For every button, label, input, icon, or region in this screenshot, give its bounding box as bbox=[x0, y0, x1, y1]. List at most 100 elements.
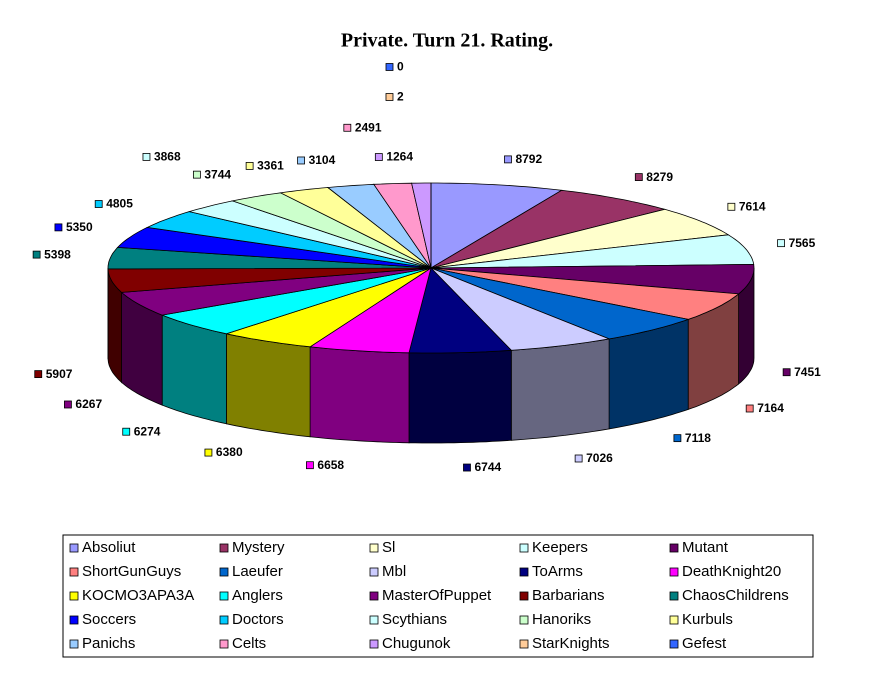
label-key bbox=[245, 162, 254, 170]
slice bbox=[224, 267, 432, 348]
legend-key bbox=[519, 543, 529, 553]
legend-key bbox=[369, 591, 379, 601]
legend-key bbox=[219, 591, 229, 601]
legend-label: Mbl bbox=[382, 563, 406, 580]
slice-side bbox=[408, 349, 512, 444]
legend-label: Mystery bbox=[232, 539, 285, 556]
legend-label: Kurbuls bbox=[682, 611, 733, 628]
data-label: 7565 bbox=[789, 236, 816, 250]
legend-key bbox=[219, 543, 229, 553]
legend-key bbox=[519, 615, 529, 625]
data-label: 6274 bbox=[134, 424, 161, 438]
label-key bbox=[94, 200, 103, 208]
data-label: 3744 bbox=[204, 167, 231, 181]
legend-label: MasterOfPuppet bbox=[382, 587, 492, 604]
label-key bbox=[634, 173, 643, 181]
data-label: 7118 bbox=[685, 431, 711, 445]
legend-key bbox=[369, 615, 379, 625]
label-key bbox=[306, 461, 314, 470]
data-label: 6267 bbox=[75, 397, 102, 411]
label-key bbox=[32, 250, 41, 259]
legend-key bbox=[669, 567, 679, 577]
chart-title: Private. Turn 21. Rating. bbox=[341, 30, 553, 52]
label-key bbox=[64, 400, 72, 409]
data-label: 7026 bbox=[586, 451, 613, 465]
slice bbox=[230, 192, 432, 269]
label-key bbox=[463, 463, 471, 472]
legend-label: Mutant bbox=[682, 539, 729, 556]
legend-key bbox=[69, 639, 79, 649]
legend-key bbox=[519, 639, 529, 649]
label-key bbox=[673, 434, 682, 443]
legend-label: Doctors bbox=[232, 611, 284, 628]
slice bbox=[116, 226, 432, 269]
legend-key bbox=[69, 591, 79, 601]
legend-label: Hanoriks bbox=[532, 611, 591, 628]
data-label: 3868 bbox=[154, 150, 181, 164]
data-label: 7451 bbox=[794, 365, 821, 379]
label-key bbox=[142, 152, 151, 161]
legend-label: ToArms bbox=[532, 563, 583, 580]
data-label: 8792 bbox=[515, 152, 542, 166]
slice bbox=[430, 234, 755, 269]
slice bbox=[107, 267, 432, 293]
label-key bbox=[374, 153, 383, 161]
data-label: 4805 bbox=[106, 197, 133, 211]
slice bbox=[430, 189, 667, 269]
data-label: 3361 bbox=[257, 159, 284, 173]
legend-key bbox=[369, 543, 379, 553]
slice bbox=[430, 267, 740, 320]
slice bbox=[430, 182, 563, 269]
legend-label: Sl bbox=[382, 539, 395, 556]
slice bbox=[279, 187, 432, 269]
legend-key bbox=[219, 615, 229, 625]
legend-label: Chugunok bbox=[382, 635, 451, 652]
data-label: 8279 bbox=[646, 170, 673, 184]
data-label: 5907 bbox=[46, 367, 73, 381]
label-key bbox=[745, 404, 754, 413]
legend-key bbox=[669, 615, 679, 625]
label-key bbox=[297, 156, 305, 165]
legend-key bbox=[669, 543, 679, 553]
data-label: 3104 bbox=[309, 153, 336, 167]
legend-key bbox=[369, 567, 379, 577]
legend-box bbox=[62, 534, 814, 658]
data-label: 5350 bbox=[66, 220, 93, 234]
slice bbox=[145, 211, 432, 269]
slice bbox=[187, 200, 432, 269]
legend-label: Soccers bbox=[82, 611, 136, 628]
label-key bbox=[343, 123, 352, 132]
data-label: 5398 bbox=[44, 247, 71, 261]
legend-key bbox=[669, 639, 679, 649]
slice bbox=[430, 267, 690, 340]
data-label: 2 bbox=[397, 90, 404, 104]
legend-label: DeathKnight20 bbox=[682, 563, 781, 580]
data-label: 6658 bbox=[317, 458, 344, 472]
data-label: 2491 bbox=[355, 120, 382, 134]
legend-label: ChaosChildrens bbox=[682, 587, 789, 604]
slice bbox=[430, 267, 611, 351]
label-key bbox=[204, 448, 213, 457]
data-label: 6380 bbox=[216, 445, 243, 459]
data-label: 1264 bbox=[386, 150, 413, 164]
slice bbox=[107, 246, 432, 270]
legend-label: ShortGunGuys bbox=[82, 563, 181, 580]
legend-key bbox=[69, 567, 79, 577]
label-key bbox=[122, 427, 131, 436]
label-key bbox=[727, 202, 736, 211]
label-key bbox=[574, 454, 583, 463]
slice bbox=[120, 267, 432, 316]
slice bbox=[160, 267, 432, 335]
legend-label: Celts bbox=[232, 635, 266, 652]
legend-label: Gefest bbox=[682, 635, 727, 652]
label-key bbox=[385, 63, 394, 71]
legend-key bbox=[69, 543, 79, 553]
legend-label: StarKnights bbox=[532, 635, 610, 652]
slice bbox=[430, 208, 730, 269]
data-label: 7614 bbox=[739, 199, 766, 213]
legend-label: Panichs bbox=[82, 635, 135, 652]
slice bbox=[326, 183, 432, 269]
legend-label: Laeufer bbox=[232, 563, 283, 580]
